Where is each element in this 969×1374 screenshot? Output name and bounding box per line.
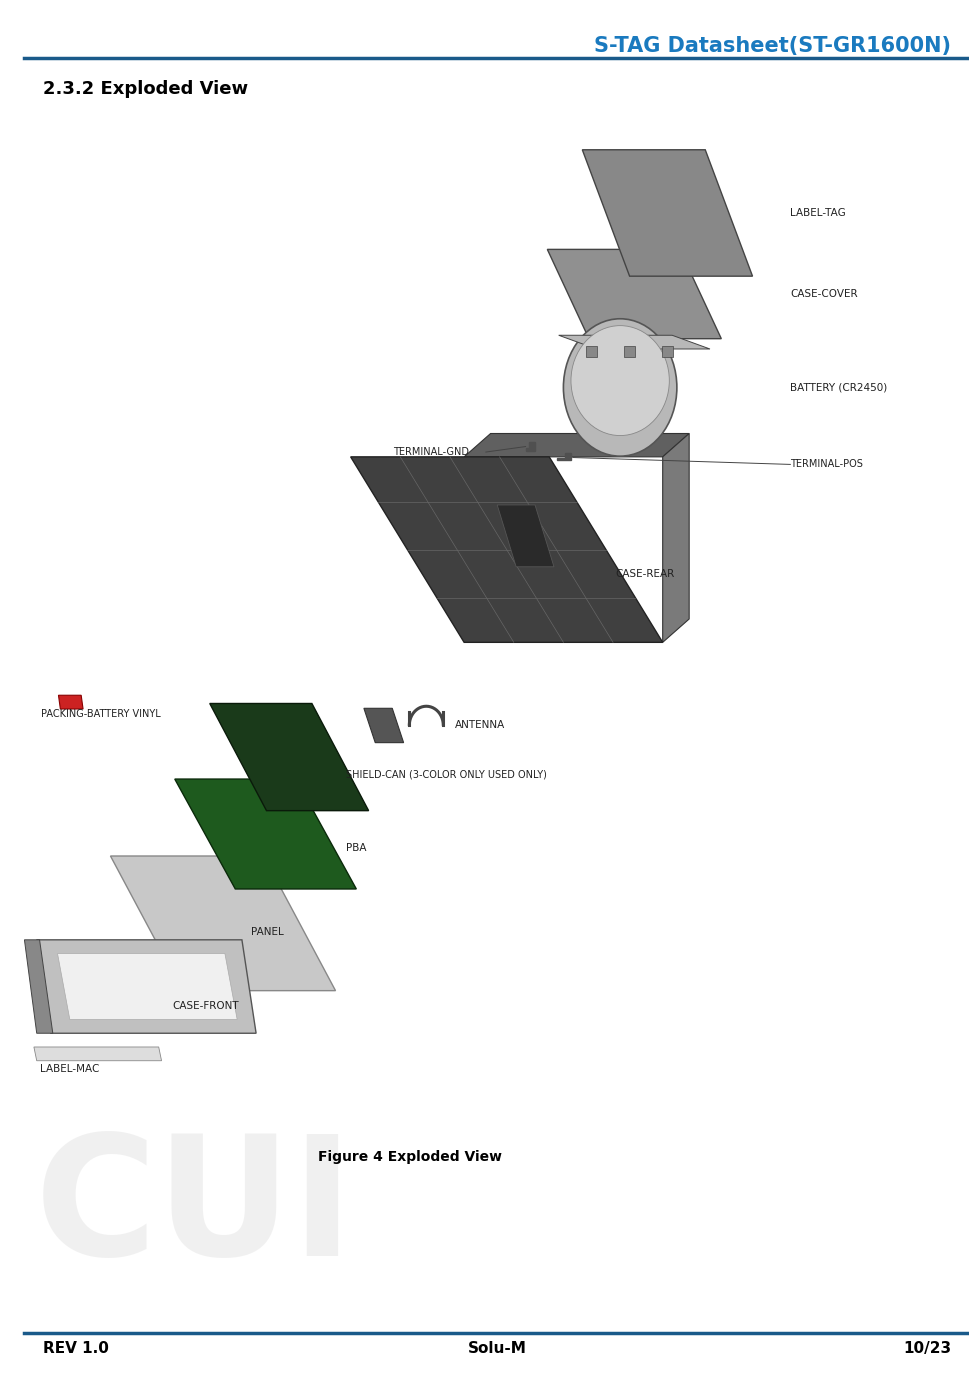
Text: LABEL-TAG: LABEL-TAG [790,207,845,218]
Polygon shape [556,453,571,460]
Polygon shape [57,954,237,1020]
Bar [585,346,597,357]
Text: PACKING-BATTERY VINYL: PACKING-BATTERY VINYL [42,709,161,720]
Text: PANEL: PANEL [251,926,284,937]
Text: Figure 4 Exploded View: Figure 4 Exploded View [317,1150,501,1164]
Polygon shape [174,779,356,889]
Text: S-TAG Datasheet(ST-GR1600N): S-TAG Datasheet(ST-GR1600N) [593,36,951,56]
Polygon shape [463,434,688,456]
Polygon shape [497,506,553,567]
Polygon shape [58,695,83,709]
Polygon shape [581,150,752,276]
Text: BATTERY (CR2450): BATTERY (CR2450) [790,382,887,393]
Polygon shape [110,856,335,991]
Polygon shape [34,1047,162,1061]
Bar [623,346,635,357]
Polygon shape [662,434,688,643]
Polygon shape [24,940,52,1033]
Text: CASE-REAR: CASE-REAR [614,569,674,580]
Polygon shape [547,250,721,338]
Bar [661,346,672,357]
Polygon shape [363,709,403,743]
Text: CUI: CUI [35,1128,354,1290]
Text: TERMINAL-GND: TERMINAL-GND [392,447,469,458]
Polygon shape [209,703,368,811]
Text: ANTENNA: ANTENNA [454,720,505,731]
Text: CASE-COVER: CASE-COVER [790,289,858,300]
Ellipse shape [563,319,676,456]
Text: Solu-M: Solu-M [467,1341,526,1356]
Text: LABEL-MAC: LABEL-MAC [40,1063,99,1074]
Text: TERMINAL-POS: TERMINAL-POS [790,459,862,470]
Text: CASE-FRONT: CASE-FRONT [172,1000,238,1011]
Text: PBA: PBA [346,842,366,853]
Text: REV 1.0: REV 1.0 [44,1341,109,1356]
Polygon shape [37,940,256,1033]
Polygon shape [350,456,662,643]
Text: 2.3.2 Exploded View: 2.3.2 Exploded View [44,80,248,98]
Ellipse shape [571,326,669,436]
Text: SHIELD-CAN (3-COLOR ONLY USED ONLY): SHIELD-CAN (3-COLOR ONLY USED ONLY) [346,769,547,780]
Text: 10/23: 10/23 [902,1341,951,1356]
Polygon shape [525,442,535,451]
Polygon shape [558,335,709,349]
